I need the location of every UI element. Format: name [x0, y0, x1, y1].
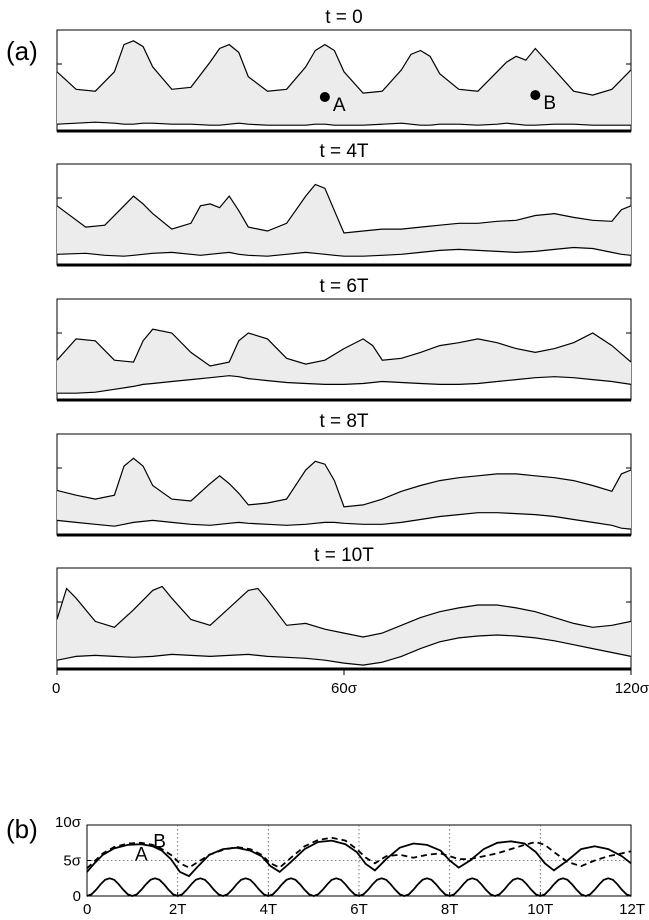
profile-panel-1: t = 4T	[56, 141, 632, 267]
series-annotation-b: B	[153, 832, 166, 853]
point-a-label: A	[333, 95, 346, 116]
fill-region	[57, 40, 631, 126]
upper-profile-line	[56, 328, 632, 367]
upper-profile-line	[56, 183, 632, 234]
point-a-marker	[319, 92, 330, 103]
lower-profile-line	[57, 375, 632, 394]
panel-title: t = 6T	[319, 276, 368, 297]
x-tick-label: 10T	[527, 901, 553, 918]
upper-profile-line	[56, 40, 632, 96]
profile-panel-4: t = 10T	[56, 545, 632, 671]
y-tick-label: 10σ	[55, 814, 82, 831]
x-tick-label: 60σ	[331, 680, 358, 697]
lower-profile-line	[56, 512, 632, 530]
panel-b-label: (b)	[6, 814, 38, 844]
x-tick-label: 2T	[169, 901, 187, 918]
x-tick-label: 6T	[350, 901, 368, 918]
lower-profile-line	[56, 634, 632, 666]
lower-profile-line	[56, 246, 632, 257]
panel-a-label: (a)	[6, 36, 38, 66]
profile-panel-2: t = 6T	[56, 276, 632, 402]
profile-panel-0: t = 0 A B	[56, 7, 632, 133]
x-tick-label: 0	[52, 680, 60, 697]
panel-a-stack: t = 0 A Bt = 4T t = 6T t = 8T t = 10T	[56, 7, 632, 671]
fill-region	[57, 329, 631, 394]
fill-region	[57, 184, 631, 257]
x-tick-label: 8T	[441, 901, 459, 918]
panel-b-plot: AB 0 2T 4T 6T 8T 10T 12T 0 5σ 10σ	[55, 814, 645, 918]
panel-title: t = 10T	[314, 545, 374, 566]
panel-title: t = 8T	[319, 411, 368, 432]
upper-profile-line	[56, 585, 632, 638]
series-annotation-a: A	[135, 845, 148, 866]
upper-profile-line	[56, 457, 632, 508]
panel-a-x-axis: 0 60σ 120σ	[52, 669, 649, 697]
panel-title: t = 0	[325, 7, 363, 28]
y-tick-label: 5σ	[63, 853, 81, 870]
panel-title: t = 4T	[319, 141, 368, 162]
point-b-label: B	[543, 93, 556, 114]
fill-region	[57, 586, 631, 666]
fill-region	[57, 458, 631, 530]
x-tick-label: 12T	[619, 901, 645, 918]
series-line-a	[86, 839, 632, 878]
series-line-b	[86, 836, 632, 869]
x-tick-label: 0	[83, 901, 91, 918]
x-tick-label: 4T	[260, 901, 278, 918]
profile-panel-3: t = 8T	[56, 411, 632, 537]
point-b-marker	[530, 90, 541, 101]
y-tick-label: 0	[73, 888, 81, 905]
lower-profile-line	[56, 121, 631, 126]
x-tick-label: 120σ	[615, 680, 649, 697]
